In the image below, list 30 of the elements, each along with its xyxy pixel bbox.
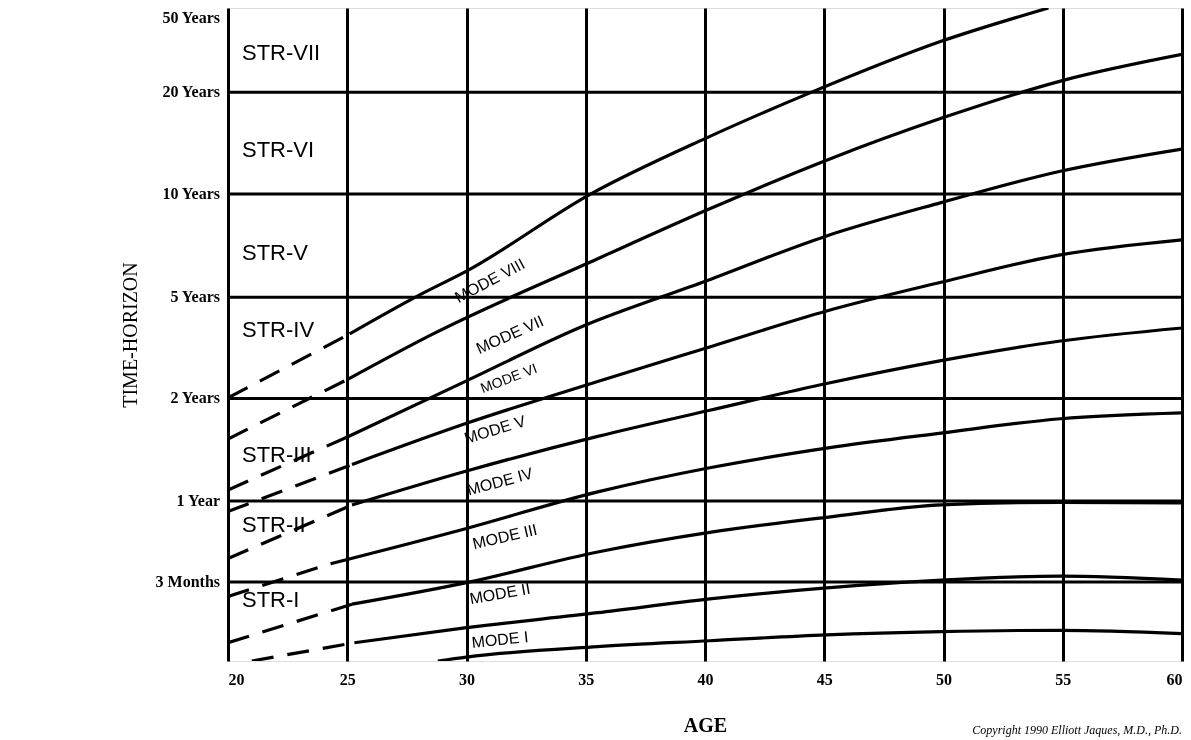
annotation: STR-V bbox=[242, 240, 309, 265]
annotation: STR-IV bbox=[242, 317, 315, 342]
annotation: STR-III bbox=[242, 442, 312, 467]
ref-line-label: 5 Years bbox=[170, 288, 220, 306]
x-tick-label: 30 bbox=[459, 670, 475, 688]
x-tick-label: 40 bbox=[697, 670, 714, 688]
ref-line-label: 10 Years bbox=[162, 185, 220, 203]
x-tick-label: 60 bbox=[1166, 670, 1183, 688]
annotation: STR-I bbox=[242, 587, 300, 612]
annotation: STR-II bbox=[242, 512, 306, 537]
annotation: MODE II bbox=[468, 579, 532, 608]
annotation: MODE I bbox=[470, 628, 530, 651]
x-tick-label: 20 bbox=[228, 670, 245, 688]
x-tick-label: 50 bbox=[936, 670, 952, 688]
text: Copyright 1990 Elliott Jaques, M.D., Ph.D. bbox=[972, 723, 1182, 737]
text: 50 Years bbox=[162, 9, 220, 26]
annotation: MODE III bbox=[470, 520, 539, 553]
ref-line-label: 2 Years bbox=[170, 389, 220, 407]
annotation: STR-VII bbox=[242, 40, 321, 65]
x-tick-label: 55 bbox=[1055, 670, 1072, 688]
ref-line-label: 20 Years bbox=[162, 83, 220, 101]
ref-line-label: 1 Year bbox=[176, 492, 220, 510]
annotation: MODE IV bbox=[465, 464, 536, 499]
x-tick-label: 25 bbox=[339, 670, 356, 688]
ref-line-label: 3 Months bbox=[155, 572, 220, 590]
x-tick-label: 35 bbox=[578, 670, 595, 688]
annotation: STR-VI bbox=[242, 137, 315, 162]
x-axis-title: AGE bbox=[683, 713, 728, 736]
y-axis-title: TIME-HORIZON bbox=[118, 262, 141, 408]
x-tick-label: 45 bbox=[816, 670, 833, 688]
